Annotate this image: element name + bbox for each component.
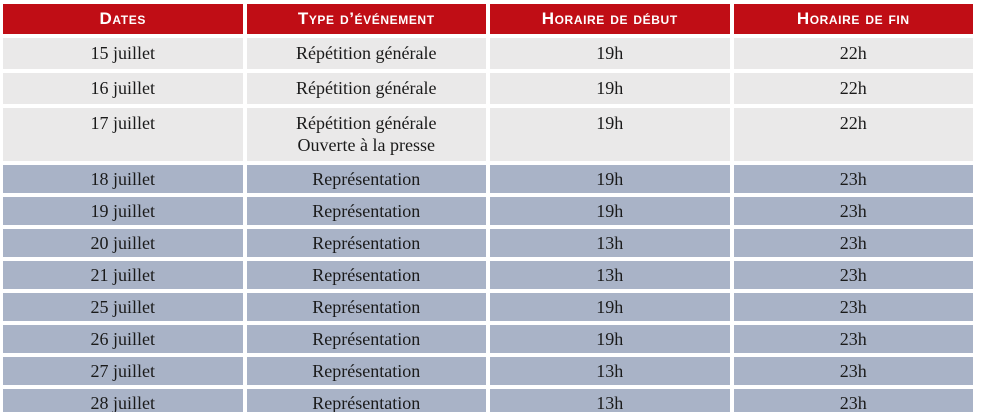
start-cell: 13h (490, 229, 730, 257)
start-cell: 19h (490, 165, 730, 193)
start-cell: 19h (490, 73, 730, 104)
table-row: 28 juillet Représentation 13h 23h (3, 389, 973, 412)
start-cell: 19h (490, 108, 730, 161)
date-cell: 15 juillet (3, 38, 243, 69)
date-cell: 18 juillet (3, 165, 243, 193)
start-cell: 19h (490, 197, 730, 225)
type-cell: Représentation (246, 261, 486, 289)
end-cell: 23h (733, 261, 973, 289)
type-cell: Représentation (246, 325, 486, 353)
date-cell: 21 juillet (3, 261, 243, 289)
start-cell: 19h (490, 325, 730, 353)
end-cell: 23h (733, 293, 973, 321)
column-header-dates: Dates (3, 4, 243, 34)
table-row: 15 juillet Répétition générale 19h 22h (3, 38, 973, 69)
date-cell: 26 juillet (3, 325, 243, 353)
type-cell: Représentation (246, 229, 486, 257)
date-cell: 28 juillet (3, 389, 243, 412)
column-header-type: Type d’événement (246, 4, 486, 34)
start-cell: 13h (490, 357, 730, 385)
start-cell: 13h (490, 389, 730, 412)
start-cell: 13h (490, 261, 730, 289)
date-cell: 19 juillet (3, 197, 243, 225)
column-header-start: Horaire de début (490, 4, 730, 34)
end-cell: 22h (733, 38, 973, 69)
table-row: 16 juillet Répétition générale 19h 22h (3, 73, 973, 104)
end-cell: 23h (733, 165, 973, 193)
end-cell: 23h (733, 325, 973, 353)
date-cell: 27 juillet (3, 357, 243, 385)
type-cell: Répétition générale (246, 38, 486, 69)
date-cell: 20 juillet (3, 229, 243, 257)
type-cell: Représentation (246, 389, 486, 412)
table-row: 21 juillet Représentation 13h 23h (3, 261, 973, 289)
type-cell: Représentation (246, 197, 486, 225)
type-cell: Représentation (246, 293, 486, 321)
end-cell: 23h (733, 229, 973, 257)
table-row: 26 juillet Représentation 19h 23h (3, 325, 973, 353)
table-row: 20 juillet Représentation 13h 23h (3, 229, 973, 257)
end-cell: 23h (733, 389, 973, 412)
type-cell: Répétition générale Ouverte à la presse (246, 108, 486, 161)
table-row: 25 juillet Représentation 19h 23h (3, 293, 973, 321)
header-row: Dates Type d’événement Horaire de début … (3, 4, 973, 34)
table-row: 17 juillet Répétition générale Ouverte à… (3, 108, 973, 161)
type-cell: Représentation (246, 165, 486, 193)
end-cell: 22h (733, 108, 973, 161)
end-cell: 22h (733, 73, 973, 104)
start-cell: 19h (490, 293, 730, 321)
date-cell: 16 juillet (3, 73, 243, 104)
table-row: 19 juillet Représentation 19h 23h (3, 197, 973, 225)
end-cell: 23h (733, 197, 973, 225)
table-row: 18 juillet Représentation 19h 23h (3, 165, 973, 193)
end-cell: 23h (733, 357, 973, 385)
date-cell: 25 juillet (3, 293, 243, 321)
column-header-end: Horaire de fin (733, 4, 973, 34)
date-cell: 17 juillet (3, 108, 243, 161)
table-row: 27 juillet Représentation 13h 23h (3, 357, 973, 385)
start-cell: 19h (490, 38, 730, 69)
type-cell: Répétition générale (246, 73, 486, 104)
type-cell: Représentation (246, 357, 486, 385)
